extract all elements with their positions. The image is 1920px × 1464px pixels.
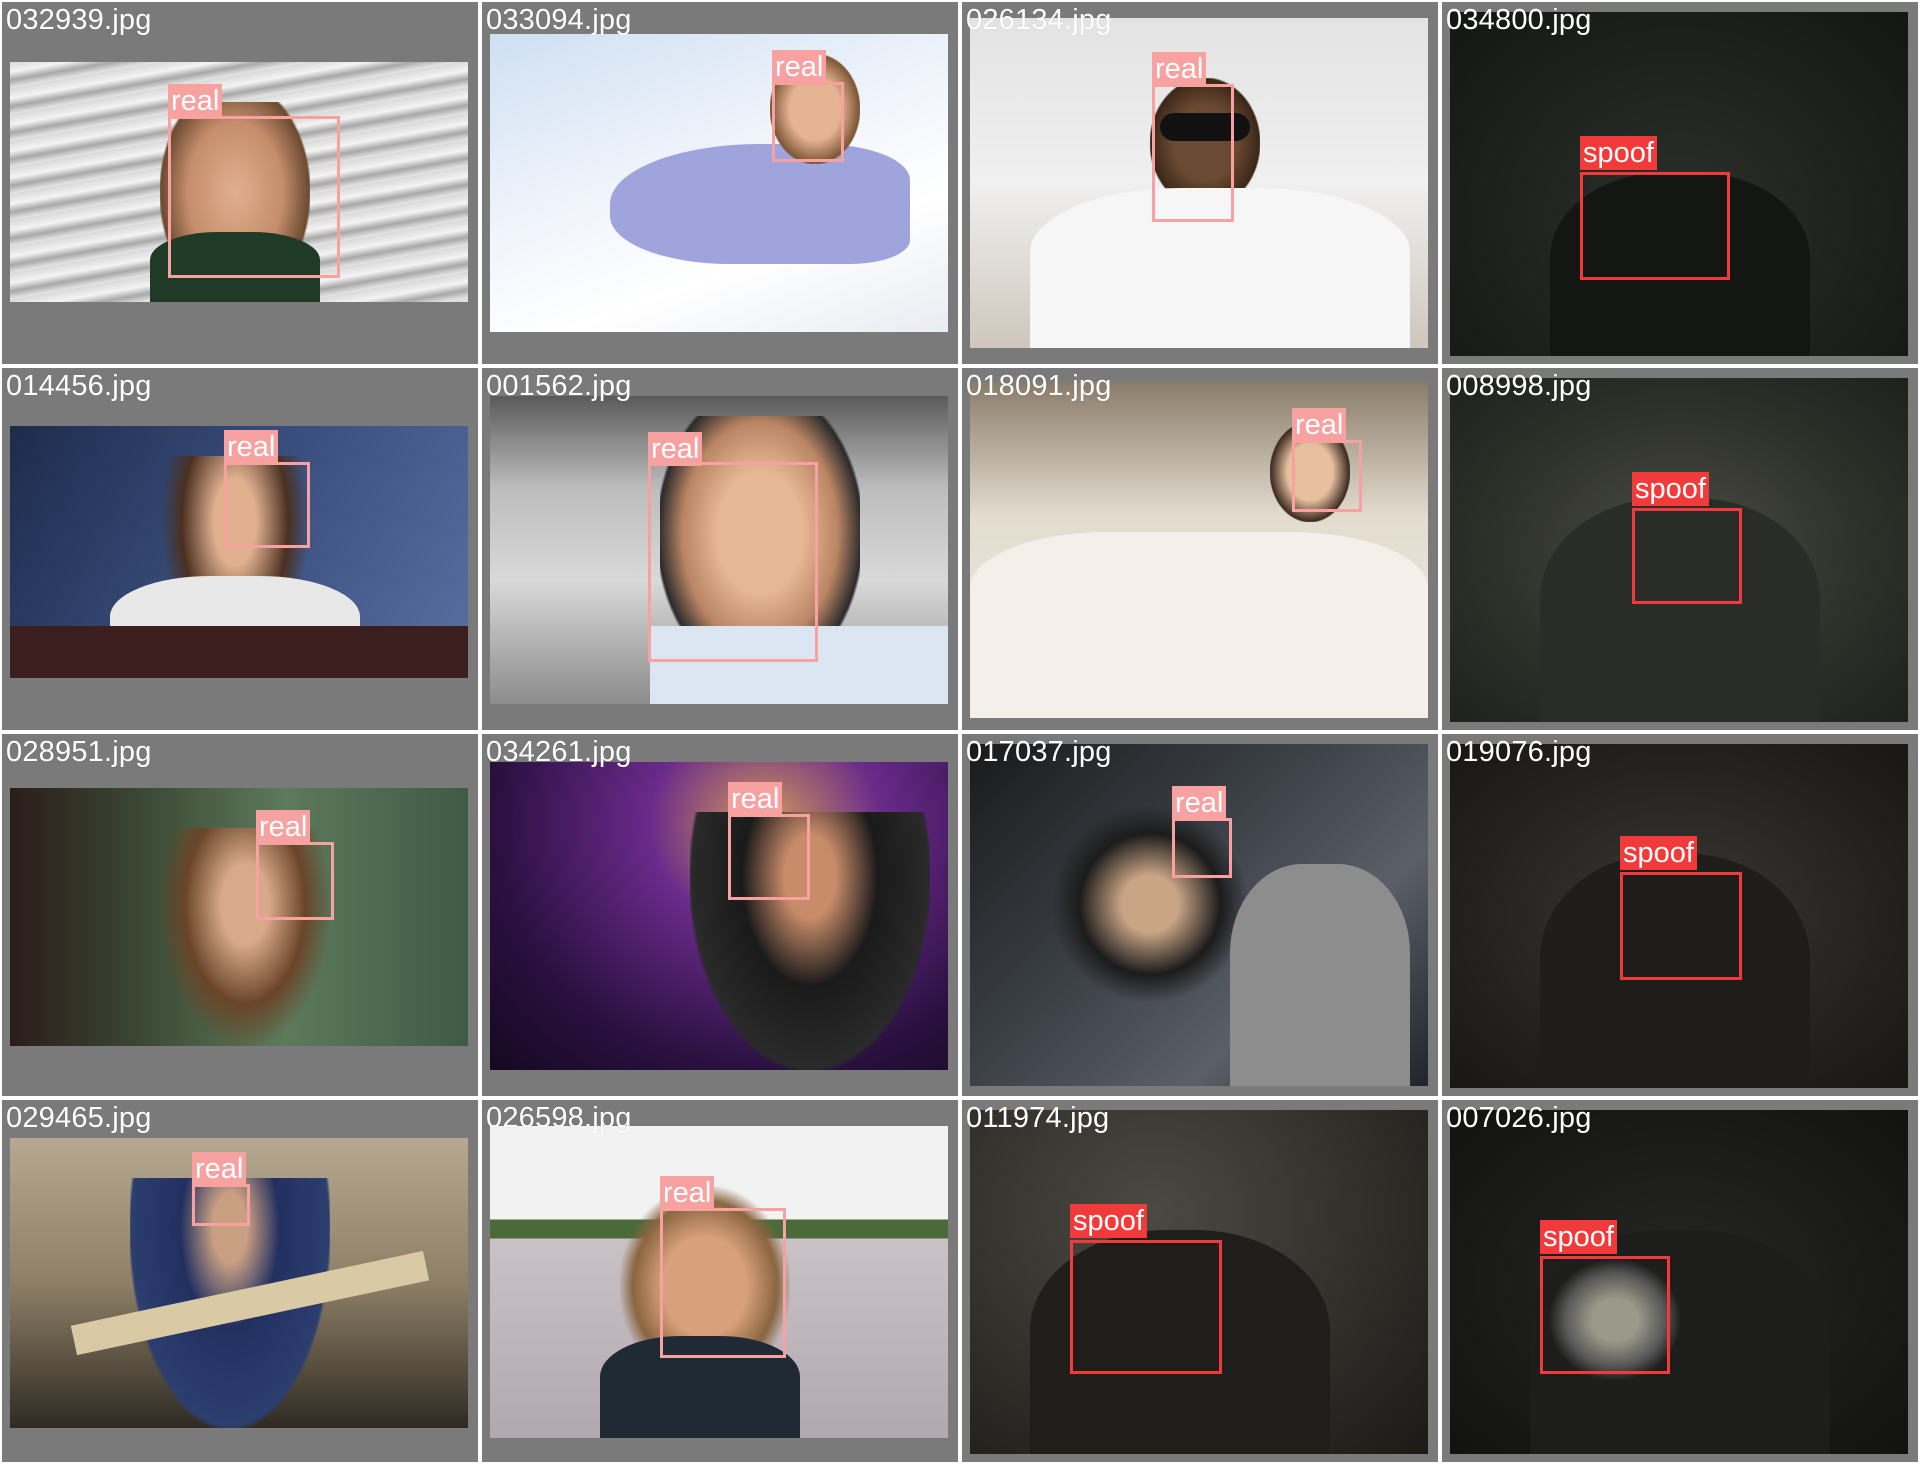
- tile[interactable]: spoof 011974.jpg: [960, 1098, 1440, 1464]
- filename: 029465.jpg: [6, 1102, 152, 1134]
- detection-box: [1152, 84, 1234, 222]
- filename: 017037.jpg: [966, 736, 1112, 768]
- filename: 033094.jpg: [486, 4, 632, 36]
- photo: [970, 744, 1428, 1086]
- detection-box: [1580, 172, 1730, 280]
- filename: 032939.jpg: [6, 4, 152, 36]
- tile[interactable]: spoof 008998.jpg: [1440, 366, 1920, 732]
- photo: [490, 762, 948, 1070]
- tile[interactable]: real 017037.jpg: [960, 732, 1440, 1098]
- detection-label: spoof: [1632, 472, 1709, 506]
- detection-label: real: [224, 430, 279, 464]
- filename: 014456.jpg: [6, 370, 152, 402]
- tile[interactable]: real 029465.jpg: [0, 1098, 480, 1464]
- detection-box: [660, 1208, 786, 1358]
- detection-box: [1292, 440, 1362, 512]
- tile[interactable]: spoof 007026.jpg: [1440, 1098, 1920, 1464]
- photo: [10, 62, 468, 302]
- detection-label: spoof: [1620, 836, 1697, 870]
- photo: [10, 426, 468, 678]
- photo: [490, 34, 948, 332]
- filename: 019076.jpg: [1446, 736, 1592, 768]
- photo: [970, 382, 1428, 718]
- tile[interactable]: real 026134.jpg: [960, 0, 1440, 366]
- tile[interactable]: real 032939.jpg: [0, 0, 480, 366]
- detection-label: real: [192, 1152, 247, 1186]
- tile[interactable]: real 033094.jpg: [480, 0, 960, 366]
- detection-box: [728, 814, 810, 900]
- filename: 034800.jpg: [1446, 4, 1592, 36]
- filename: 007026.jpg: [1446, 1102, 1592, 1134]
- detection-box: [168, 116, 340, 278]
- tile[interactable]: real 026598.jpg: [480, 1098, 960, 1464]
- filename: 011974.jpg: [966, 1102, 1110, 1134]
- detection-label: real: [168, 84, 223, 118]
- photo: [490, 396, 948, 704]
- filename: 034261.jpg: [486, 736, 632, 768]
- detection-box: [224, 462, 310, 548]
- detection-box: [772, 82, 844, 162]
- detection-label: real: [256, 810, 311, 844]
- photo: [10, 788, 468, 1046]
- detection-label: spoof: [1540, 1220, 1617, 1254]
- detection-label: real: [648, 432, 703, 466]
- tile[interactable]: real 034261.jpg: [480, 732, 960, 1098]
- filename: 018091.jpg: [966, 370, 1112, 402]
- filename: 026598.jpg: [486, 1102, 632, 1134]
- detection-label: real: [772, 50, 827, 84]
- detection-label: real: [728, 782, 783, 816]
- filename: 028951.jpg: [6, 736, 152, 768]
- photo: [490, 1126, 948, 1438]
- detection-box: [1620, 872, 1742, 980]
- tile[interactable]: real 001562.jpg: [480, 366, 960, 732]
- detection-label: spoof: [1070, 1204, 1147, 1238]
- tile[interactable]: real 018091.jpg: [960, 366, 1440, 732]
- filename: 008998.jpg: [1446, 370, 1592, 402]
- tile[interactable]: spoof 034800.jpg: [1440, 0, 1920, 366]
- filename: 026134.jpg: [966, 4, 1112, 36]
- photo: [970, 1110, 1428, 1454]
- detection-label: real: [1292, 408, 1347, 442]
- detection-box: [1070, 1240, 1222, 1374]
- tile[interactable]: real 028951.jpg: [0, 732, 480, 1098]
- detection-label: spoof: [1580, 136, 1657, 170]
- tile[interactable]: real 014456.jpg: [0, 366, 480, 732]
- photo: [1450, 12, 1908, 356]
- photo: [1450, 1110, 1908, 1454]
- photo: [1450, 744, 1908, 1088]
- detection-box: [192, 1184, 250, 1226]
- filename: 001562.jpg: [486, 370, 632, 402]
- detection-box: [1172, 818, 1232, 878]
- detection-label: real: [660, 1176, 715, 1210]
- detection-label: real: [1152, 52, 1207, 86]
- detection-box: [256, 842, 334, 920]
- detection-box: [648, 462, 818, 662]
- photo: [1450, 378, 1908, 722]
- detection-box: [1540, 1256, 1670, 1374]
- detection-box: [1632, 508, 1742, 604]
- tile[interactable]: spoof 019076.jpg: [1440, 732, 1920, 1098]
- detection-label: real: [1172, 786, 1227, 820]
